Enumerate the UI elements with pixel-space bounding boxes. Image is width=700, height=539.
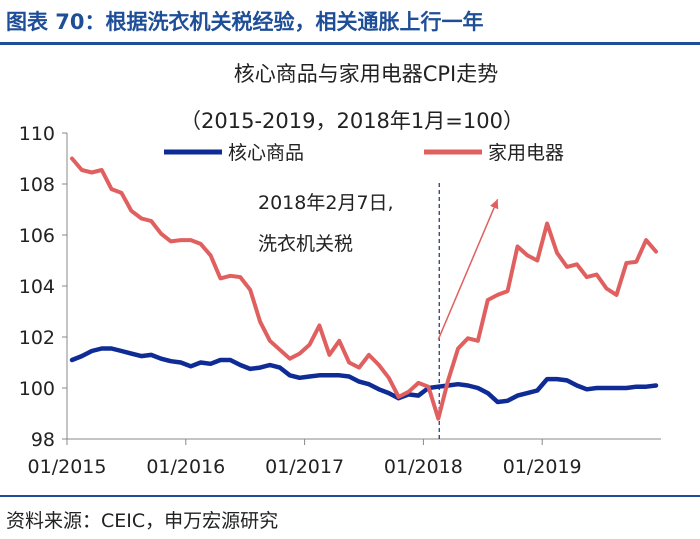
legend-label-appliances: 家用电器 (488, 142, 564, 164)
y-tick-label: 104 (19, 276, 55, 298)
appliances-line (70, 156, 658, 421)
y-tick-label: 98 (31, 429, 55, 451)
x-tick-label: 01/2017 (265, 456, 344, 478)
y-tick-label: 100 (19, 378, 55, 400)
y-tick-label: 102 (19, 327, 55, 349)
tariff-annotation: 2018年2月7日, 洗衣机关税 (258, 183, 499, 439)
y-tick-label: 110 (19, 123, 55, 145)
legend-label-core-goods: 核心商品 (228, 142, 304, 164)
series-layer (69, 156, 659, 421)
source-rule (0, 495, 700, 497)
y-tick-label: 106 (19, 225, 55, 247)
chart-title: 核心商品与家用电器CPI走势 (234, 62, 499, 86)
chart: 核心商品与家用电器CPI走势 （2015-2019，2018年1月=100） 核… (19, 62, 661, 478)
trend-arrow (437, 199, 499, 340)
source-note: 资料来源：CEIC，申万宏源研究 (6, 510, 279, 532)
x-tick-label: 01/2015 (28, 456, 107, 478)
figure-title: 图表 70：根据洗衣机关税经验，相关通胀上行一年 (6, 10, 484, 34)
x-tick-label: 01/2018 (384, 456, 463, 478)
x-axis: 01/2015 01/2016 01/2017 01/2018 01/2019 (28, 438, 661, 478)
y-axis: 98 100 102 104 106 108 110 (19, 123, 68, 451)
x-tick-label: 01/2019 (503, 456, 582, 478)
chart-subtitle: （2015-2019，2018年1月=100） (180, 109, 524, 133)
tariff-annotation-line1: 2018年2月7日, (258, 192, 394, 214)
title-rule (0, 42, 700, 45)
core-goods-line (69, 346, 659, 405)
legend: 核心商品 家用电器 (164, 142, 564, 164)
x-tick-label: 01/2016 (146, 456, 225, 478)
tariff-annotation-line2: 洗衣机关税 (258, 233, 353, 255)
y-tick-label: 108 (19, 174, 55, 196)
